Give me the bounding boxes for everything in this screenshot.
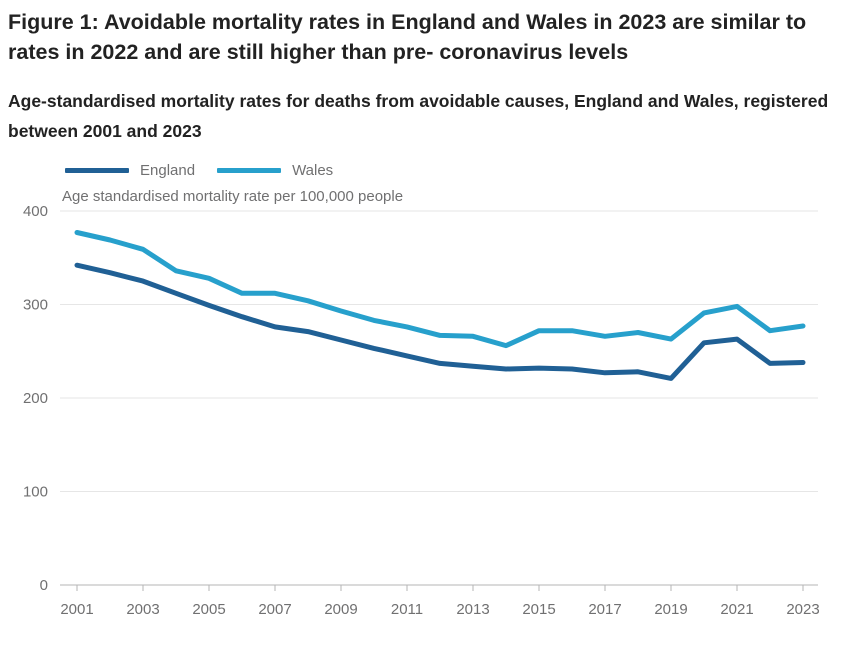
x-tick-label-2015: 2015: [522, 601, 555, 618]
figure-subtitle: Age-standardised mortality rates for dea…: [8, 91, 829, 142]
x-tick-label-2011: 2011: [391, 601, 423, 618]
x-tick-label-2019: 2019: [654, 601, 687, 618]
x-tick-label-2003: 2003: [126, 601, 159, 618]
wales-line: [74, 230, 806, 349]
legend-label-wales: Wales: [292, 162, 334, 179]
x-tick-label-2021: 2021: [720, 601, 753, 618]
x-tick-label-2007: 2007: [258, 601, 291, 618]
figure-title: Figure 1: Avoidable mortality rates in E…: [8, 10, 807, 64]
y-tick-label-100: 100: [23, 484, 48, 501]
legend-item-england: England: [65, 162, 195, 179]
y-tick-label-400: 400: [23, 205, 48, 220]
y-tick-label-300: 300: [23, 297, 48, 314]
wales-line-swatch: [217, 168, 282, 173]
x-tick-label-2001: 2001: [60, 601, 93, 618]
x-tick-label-2009: 2009: [324, 601, 357, 618]
y-axis-unit-label: Age standardised mortality rate per 100,…: [62, 188, 404, 205]
x-tick-label-2017: 2017: [588, 601, 621, 618]
x-tick-label-2005: 2005: [192, 601, 225, 618]
y-tick-label-200: 200: [23, 390, 48, 407]
y-tick-label-0: 0: [40, 577, 48, 594]
england-line-swatch: [65, 168, 129, 173]
legend-label-england: England: [140, 162, 196, 179]
england-line: [74, 262, 806, 381]
x-tick-label-2023: 2023: [786, 601, 819, 618]
x-tick-label-2013: 2013: [456, 601, 489, 618]
legend-item-wales: Wales: [217, 162, 333, 179]
mortality-line-chart: 0 100 200 300 400 2001 2003 2005 2007 2009 2011 201…: [23, 205, 820, 618]
chart-legend: England Wales: [65, 162, 333, 179]
